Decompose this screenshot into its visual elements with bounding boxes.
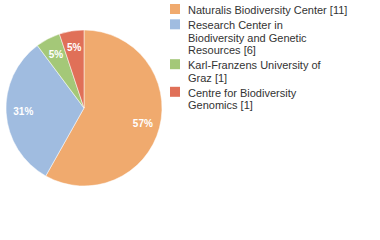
legend-swatch — [170, 59, 180, 69]
data-label: 57% — [133, 118, 153, 129]
data-label: 5% — [67, 42, 82, 53]
legend-label: Karl-Franzens University ofGraz [1] — [188, 59, 322, 83]
legend-swatch — [170, 4, 180, 14]
data-labels: 57% 31% 5%5% — [13, 42, 153, 128]
legend-swatch — [170, 19, 180, 29]
chart: 57% 31% 5%5% Naturalis Biodiversity Center … — [0, 0, 380, 240]
data-label: 5% — [49, 49, 64, 60]
slices — [6, 30, 162, 186]
legend-label: Research Center inBiodiversity and Genet… — [188, 19, 307, 56]
legend-label: Naturalis Biodiversity Center [11] — [188, 4, 347, 16]
legend-swatch — [170, 87, 180, 97]
legend: Naturalis Biodiversity Center [11] Resear… — [170, 4, 347, 111]
data-label: 31% — [13, 106, 33, 117]
slice — [59, 30, 84, 108]
legend-label: Centre for BiodiversityGenomics [1] — [188, 87, 297, 111]
